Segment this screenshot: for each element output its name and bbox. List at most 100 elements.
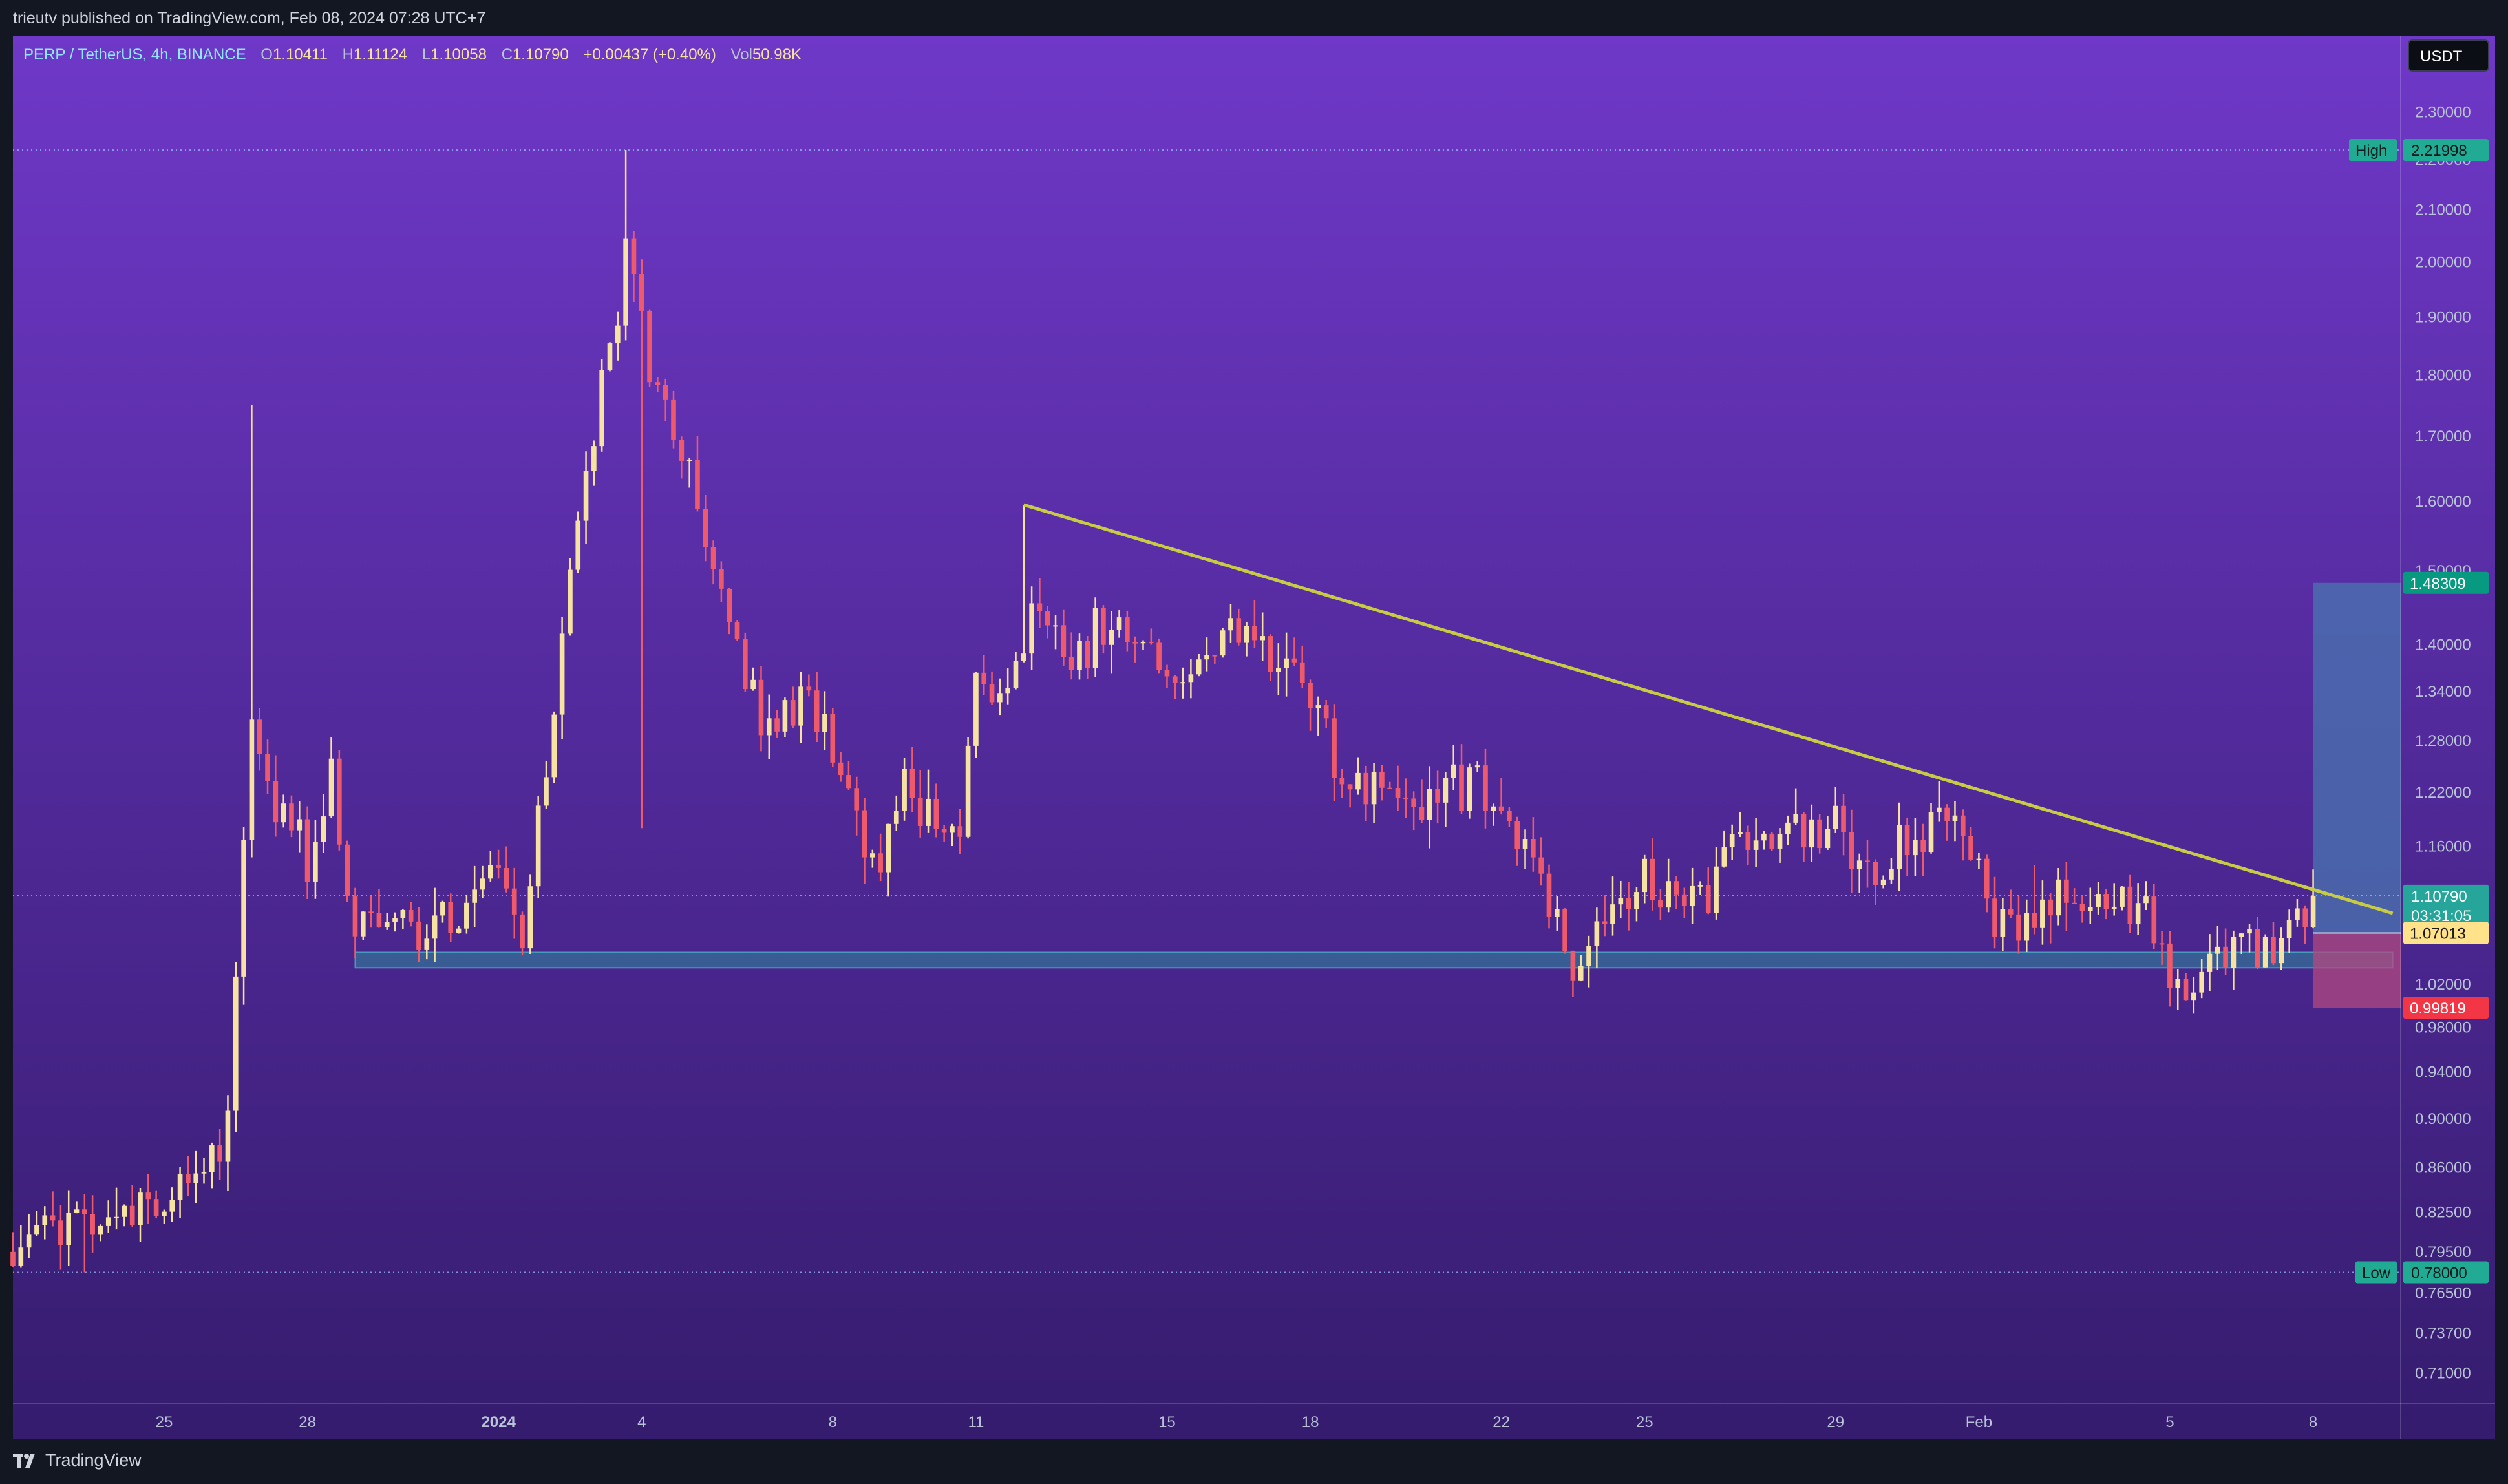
stop-zone[interactable] — [2313, 933, 2401, 1008]
target-zone[interactable] — [2313, 582, 2401, 933]
candle-body — [456, 928, 462, 933]
descending-trendline[interactable] — [1023, 503, 2394, 915]
candle — [1483, 748, 1488, 829]
candle-body — [1164, 670, 1170, 677]
legend-open-label: O — [260, 46, 273, 63]
candle-body — [1483, 765, 1488, 811]
currency-button[interactable]: USDT — [2408, 39, 2489, 72]
candle — [321, 794, 326, 853]
candle — [1570, 950, 1576, 997]
price-tick-label: 0.98000 — [2415, 1019, 2471, 1037]
candle-body — [655, 382, 661, 385]
candle-body — [2032, 913, 2037, 928]
candle — [758, 666, 764, 752]
low-label-text: Low — [2362, 1264, 2391, 1282]
time-axis[interactable]: 25 28 2024 4 8 11 15 18 22 25 29 Feb 5 8 — [156, 1414, 2318, 1431]
candle-body — [1491, 806, 1496, 811]
candle — [2072, 888, 2077, 904]
target-price-tag[interactable]: 1.48309 — [2403, 571, 2489, 594]
candle — [1308, 679, 1313, 731]
candle-body — [2223, 946, 2228, 968]
candle — [1507, 807, 1512, 827]
candle-body — [34, 1225, 39, 1235]
time-tick-label: 2024 — [481, 1414, 516, 1431]
candle — [1061, 609, 1067, 666]
candle-body — [2064, 879, 2069, 903]
candle — [472, 865, 477, 927]
candle-body — [1498, 806, 1504, 811]
tradingview-logo[interactable]: TradingView — [13, 1450, 142, 1470]
stop-price-tag[interactable]: 0.99819 — [2403, 997, 2489, 1019]
high-tag[interactable]: High 2.21998 — [2349, 139, 2489, 162]
candle-body — [352, 895, 358, 937]
candle-body — [2271, 937, 2276, 964]
candle-body — [2255, 929, 2260, 968]
candle — [1920, 823, 1926, 876]
candle — [663, 378, 668, 421]
candle-body — [1045, 611, 1050, 626]
candle — [1092, 597, 1098, 677]
candle-body — [782, 700, 788, 732]
candle — [615, 311, 621, 361]
candle — [719, 561, 724, 602]
candle — [1347, 784, 1353, 808]
price-tick-label: 1.16000 — [2415, 838, 2471, 856]
candle-body — [1061, 625, 1067, 657]
candle — [1363, 765, 1369, 822]
candle-body — [1531, 838, 1536, 858]
tradingview-logo-icon — [13, 1453, 35, 1468]
candle — [1666, 858, 1671, 913]
candle-body — [1937, 807, 1942, 812]
candle-body — [686, 460, 692, 461]
candle-body — [1594, 921, 1600, 946]
candle — [456, 926, 462, 934]
candle — [2199, 959, 2204, 999]
candle — [1952, 801, 1958, 842]
candle-body — [1323, 705, 1329, 719]
time-tick-label: 22 — [1493, 1414, 1510, 1431]
candle-body — [997, 693, 1003, 703]
candle-body — [2079, 904, 2085, 911]
candle-body — [1522, 838, 1528, 849]
candle — [114, 1187, 119, 1230]
time-tick-label: 8 — [829, 1414, 837, 1431]
legend-symbol[interactable]: PERP / TetherUS, 4h, BINANCE — [23, 46, 246, 63]
price-tick-label: 1.70000 — [2415, 428, 2471, 445]
candle — [82, 1194, 87, 1273]
candle-body — [926, 798, 931, 826]
candle — [98, 1224, 103, 1242]
candle-body — [909, 768, 915, 798]
candle — [1913, 818, 1918, 876]
price-tick-label: 1.60000 — [2415, 493, 2471, 511]
candle-body — [129, 1205, 135, 1225]
candle — [997, 678, 1003, 716]
candle-body — [830, 714, 836, 763]
candle — [1849, 809, 1854, 893]
candle — [74, 1201, 80, 1214]
candle-body — [1236, 618, 1242, 643]
candle-body — [2016, 914, 2021, 941]
candle — [1745, 825, 1751, 865]
candle — [1140, 640, 1146, 650]
candle-body — [1387, 787, 1393, 789]
price-tick-label: 2.30000 — [2415, 103, 2471, 121]
candle-body — [1705, 885, 1711, 914]
candle — [838, 752, 844, 782]
candle-body — [743, 639, 748, 690]
entry-price-tag[interactable]: 1.07013 — [2403, 922, 2489, 944]
candle — [42, 1206, 48, 1240]
candle — [384, 913, 390, 930]
candle-body — [368, 911, 374, 913]
candle-body — [1228, 618, 1233, 631]
candle — [639, 259, 644, 829]
candle-body — [1761, 833, 1767, 841]
low-tag[interactable]: Low 0.78000 — [2355, 1261, 2489, 1284]
candle-body — [1968, 836, 1973, 860]
candle-body — [1889, 869, 1894, 880]
support-zone[interactable] — [354, 951, 2394, 969]
candle-body — [1833, 805, 1838, 829]
candle-body — [1371, 772, 1377, 805]
candle-body — [1570, 951, 1576, 981]
